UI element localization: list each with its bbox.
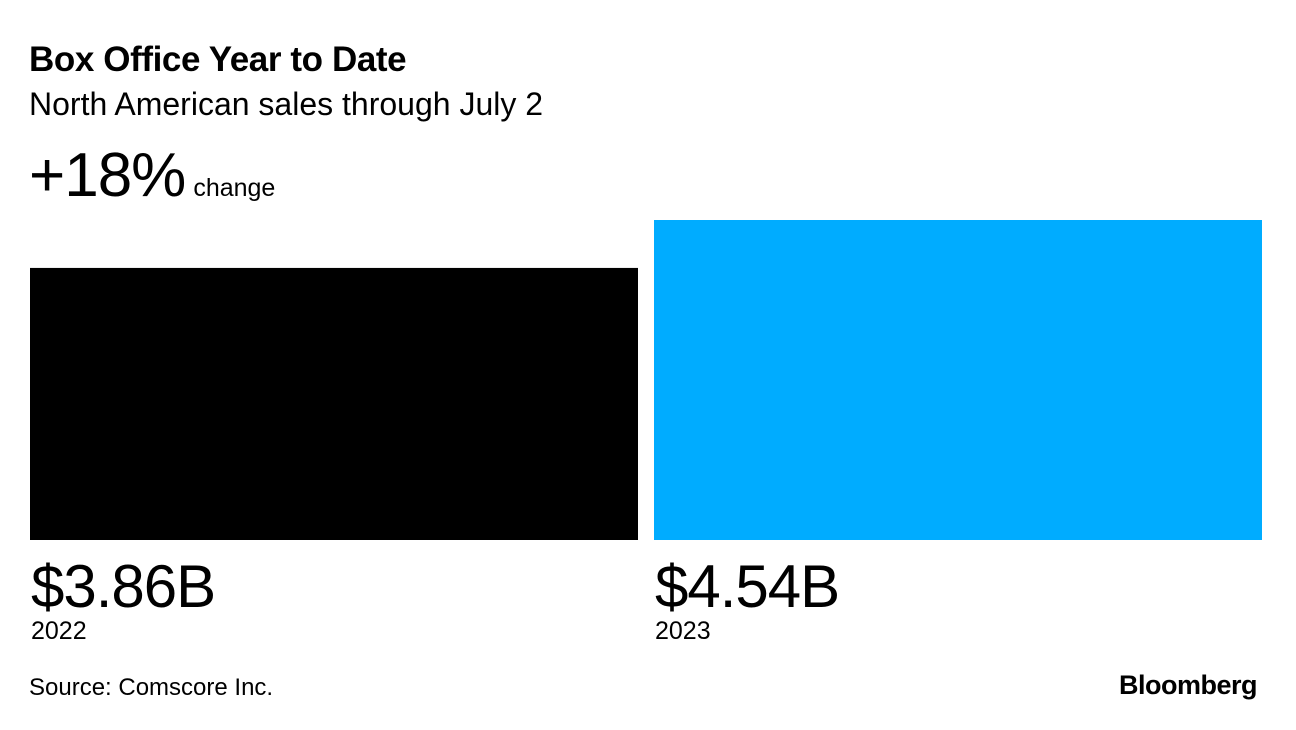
bar-value-label-2023: $4.54B	[655, 553, 840, 620]
category-label-2023: 2023	[655, 617, 711, 645]
category-label-2022: 2022	[31, 617, 87, 645]
chart-subtitle: North American sales through July 2	[29, 86, 544, 122]
bloomberg-logo: Bloomberg	[1118, 670, 1258, 700]
bar-2023	[654, 220, 1262, 540]
change-value: +18%	[29, 141, 186, 210]
change-summary: +18% change	[29, 141, 275, 211]
bar-2022	[30, 267, 638, 540]
chart-title: Box Office Year to Date	[29, 40, 407, 79]
bar-value-label-2022: $3.86B	[31, 553, 216, 620]
change-label: change	[193, 174, 276, 202]
source-note: Source: Comscore Inc.	[29, 674, 274, 701]
